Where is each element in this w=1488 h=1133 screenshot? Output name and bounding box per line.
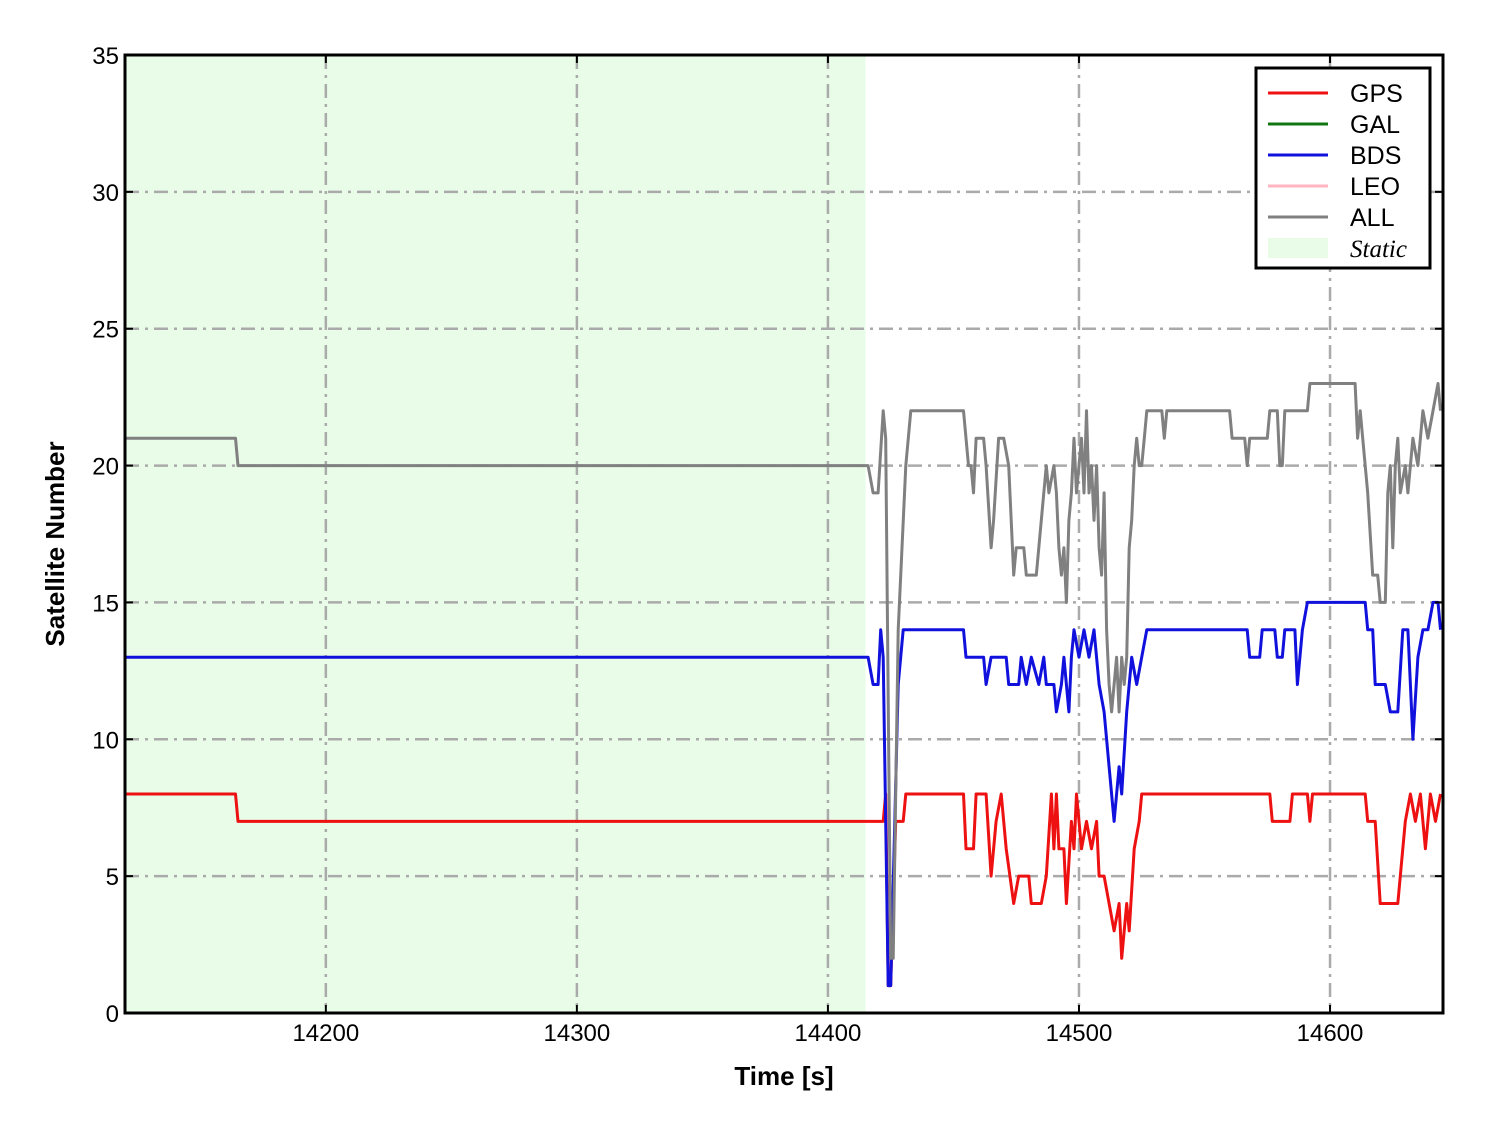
y-tick-label-30: 30: [92, 180, 119, 207]
legend-label-bds: BDS: [1350, 142, 1401, 170]
static-region-layer: [125, 55, 866, 1013]
series-layer: [125, 382, 1442, 988]
y-axis-label: Satellite Number: [40, 441, 70, 646]
legend-label-gal: GAL: [1350, 111, 1400, 139]
x-tick-label-14600: 14600: [1297, 1020, 1364, 1047]
x-tick-label-14200: 14200: [292, 1020, 359, 1047]
y-tick-label-25: 25: [92, 317, 119, 344]
y-tick-label-5: 5: [106, 864, 119, 891]
legend-label-static: Static: [1350, 236, 1407, 263]
y-tick-label-10: 10: [92, 727, 119, 754]
legend-label-leo: LEO: [1350, 173, 1400, 201]
static-region: [125, 55, 866, 1013]
y-tick-label-20: 20: [92, 454, 119, 481]
x-tick-label-14300: 14300: [544, 1020, 611, 1047]
plot-frame: [123, 53, 1445, 1015]
y-tick-label-35: 35: [92, 43, 119, 70]
series-line-gps: [125, 792, 1442, 988]
legend-label-all: ALL: [1350, 204, 1395, 232]
series-line-all: [125, 382, 1442, 960]
legend: GPS GAL BDS LEO ALL Static: [1254, 66, 1432, 270]
tick-layer: 14200 14300 14400 14500 14600 0 5 10 15 20 25 30 35: [92, 43, 1443, 1047]
x-axis-label: Time [s]: [734, 1061, 833, 1091]
legend-label-gps: GPS: [1350, 80, 1403, 108]
legend-swatch-static: [1268, 238, 1328, 258]
y-tick-label-0: 0: [106, 1001, 119, 1028]
y-tick-label-15: 15: [92, 590, 119, 617]
x-tick-label-14500: 14500: [1046, 1020, 1113, 1047]
legend-box: [1254, 66, 1432, 270]
x-tick-label-14400: 14400: [795, 1020, 862, 1047]
series-line-bds: [125, 600, 1442, 988]
